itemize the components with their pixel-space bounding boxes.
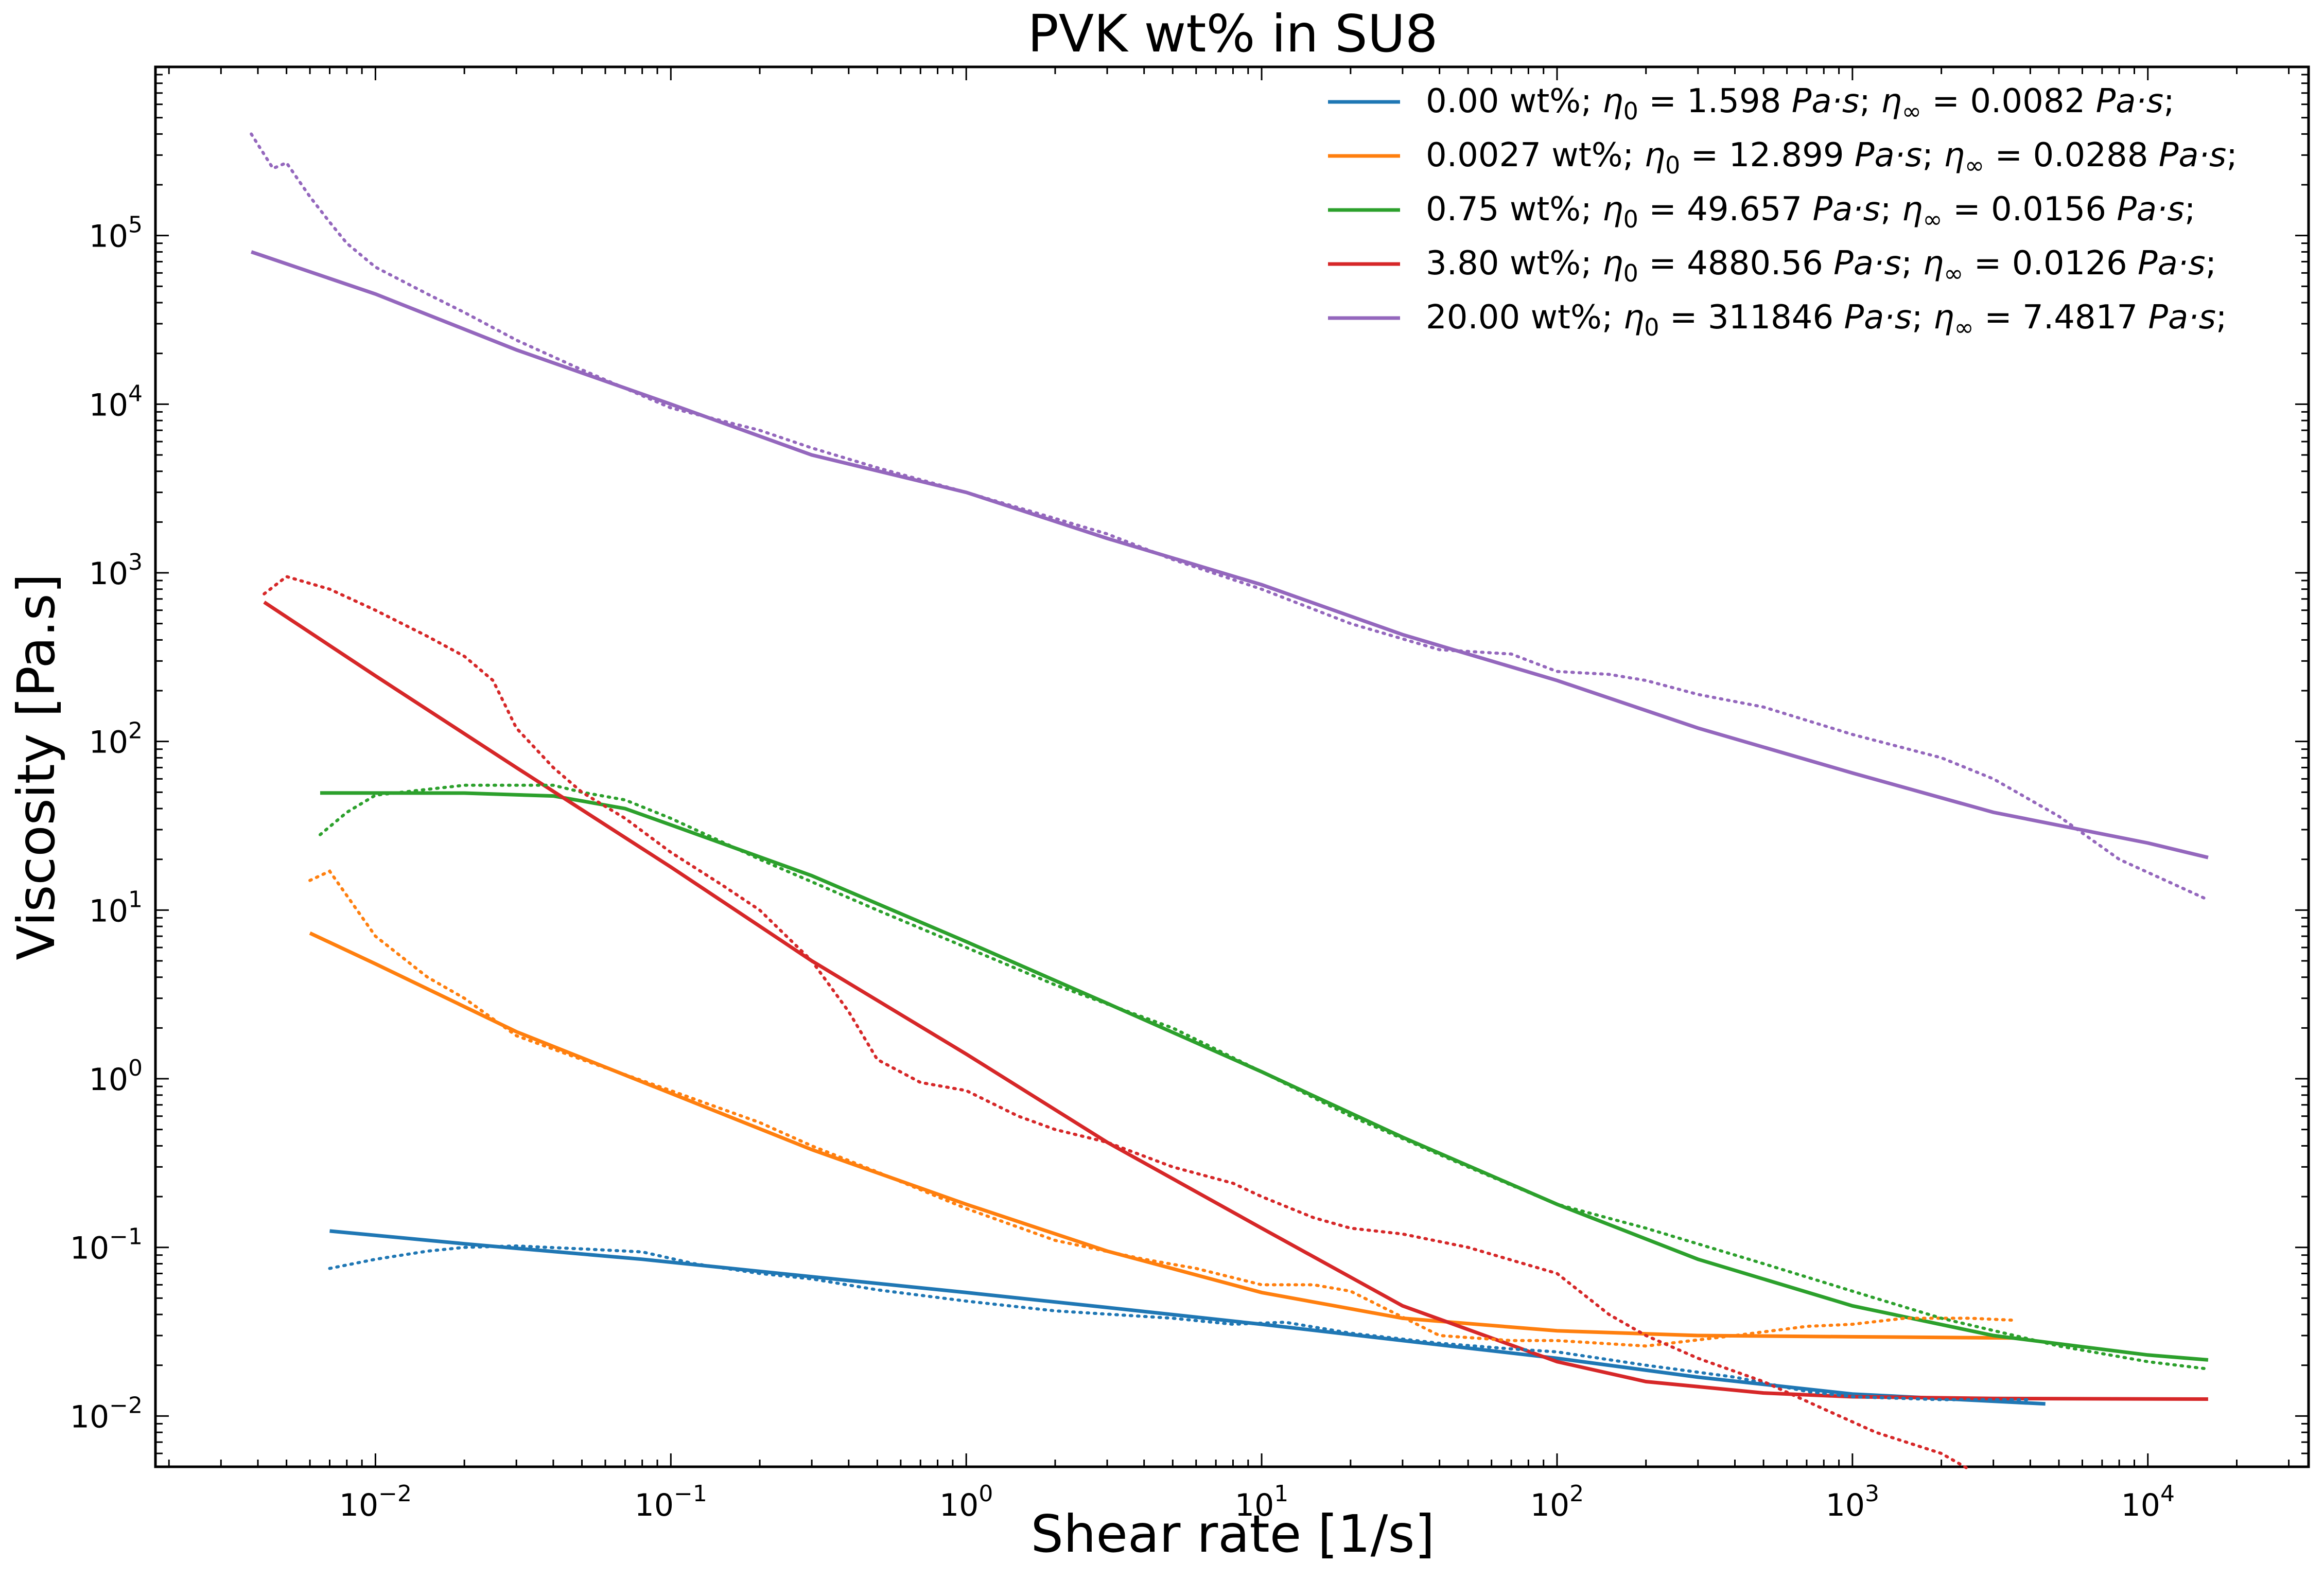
fit-line-0 <box>329 1229 2046 1406</box>
y-tick-label: 100 <box>89 1055 143 1098</box>
y-tick-label: 101 <box>89 886 143 929</box>
y-tick-label: 104 <box>89 380 143 423</box>
chart-title: PVK wt% in SU8 <box>1027 4 1438 64</box>
y-tick-label: 105 <box>89 212 143 255</box>
x-tick-label: 104 <box>2121 1481 2175 1523</box>
fit-curves <box>251 250 2209 1406</box>
y-tick-label: 103 <box>89 549 143 592</box>
legend-label-0: 0.00 wt%; η0 = 1.598 Pa·s; η∞ = 0.0082 P… <box>1426 82 2175 125</box>
y-tick-labels: 10−2 10−1 100 101 102 103 104 105 <box>70 212 143 1435</box>
x-tick-label: 103 <box>1826 1481 1879 1523</box>
axis-ticks <box>155 66 2309 1468</box>
y-axis-label: Viscosity [Pa.s] <box>6 573 66 960</box>
measured-points-0 <box>328 1244 2032 1401</box>
x-tick-label: 10−1 <box>635 1481 707 1523</box>
y-tick-label: 102 <box>89 718 143 761</box>
fit-line-2 <box>320 791 2209 1362</box>
legend-label-2: 0.75 wt%; η0 = 49.657 Pa·s; η∞ = 0.0156 … <box>1426 190 2195 233</box>
y-tick-label: 10−2 <box>70 1392 143 1435</box>
x-tick-label: 101 <box>1235 1481 1288 1523</box>
x-tick-labels: 10−2 10−1 100 101 102 103 104 <box>339 1481 2175 1523</box>
legend: 0.00 wt%; η0 = 1.598 Pa·s; η∞ = 0.0082 P… <box>1328 82 2238 341</box>
measured-points-3 <box>263 574 1972 1471</box>
measured-points-4 <box>250 132 2210 902</box>
legend-label-4: 20.00 wt%; η0 = 311846 Pa·s; η∞ = 7.4817… <box>1426 299 2227 341</box>
x-tick-label: 10−2 <box>339 1481 412 1523</box>
y-tick-label: 10−1 <box>70 1224 143 1267</box>
fit-line-4 <box>251 250 2209 859</box>
measured-points-1 <box>308 869 2015 1348</box>
measured-points-2 <box>319 783 2210 1371</box>
x-tick-label: 100 <box>939 1481 993 1523</box>
x-tick-label: 102 <box>1530 1481 1584 1523</box>
measured-points <box>250 132 2210 1471</box>
legend-label-1: 0.0027 wt%; η0 = 12.899 Pa·s; η∞ = 0.028… <box>1426 136 2238 179</box>
fit-line-3 <box>263 601 2208 1401</box>
x-axis-label: Shear rate [1/s] <box>1031 1504 1435 1564</box>
legend-label-3: 3.80 wt%; η0 = 4880.56 Pa·s; η∞ = 0.0126… <box>1426 244 2216 287</box>
